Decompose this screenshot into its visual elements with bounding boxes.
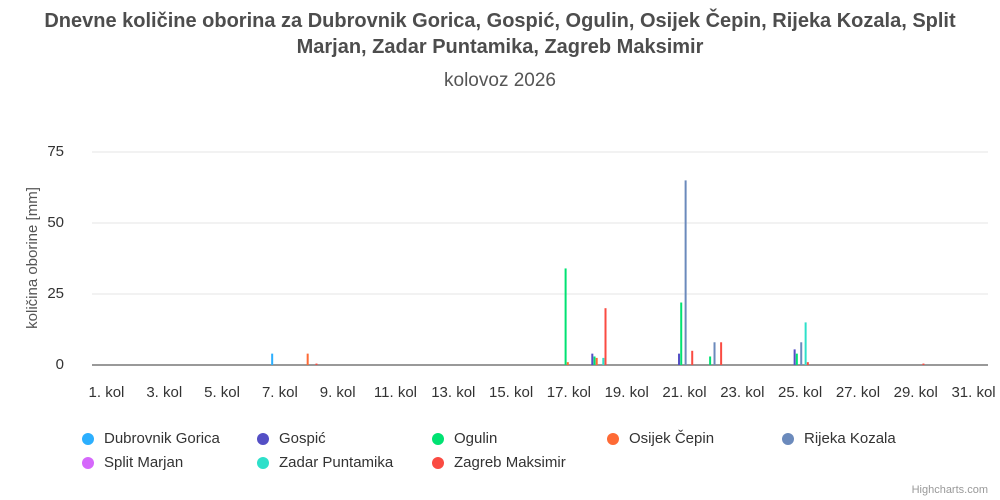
y-tick-label: 50 [47, 214, 64, 231]
bar [713, 342, 716, 365]
legend-marker [432, 457, 444, 469]
chart-title: Dnevne količine oborina za Dubrovnik Gor… [44, 10, 956, 58]
legend-marker [607, 433, 619, 445]
bar [566, 362, 569, 365]
bar [593, 356, 596, 365]
bar [564, 268, 567, 365]
bar [709, 356, 712, 365]
credit[interactable]: Highcharts.com [912, 484, 988, 496]
legend-label: Rijeka Kozala [804, 430, 896, 447]
bar [315, 363, 318, 365]
x-tick-label: 11. kol [374, 384, 417, 401]
x-tick-label: 3. kol [146, 384, 182, 401]
x-tick-label: 27. kol [836, 384, 880, 401]
y-axis-title: količina oborine [mm] [24, 187, 41, 329]
x-tick-label: 19. kol [605, 384, 649, 401]
x-tick-label: 5. kol [204, 384, 240, 401]
legend-marker [257, 457, 269, 469]
x-tick-label: 1. kol [89, 384, 125, 401]
bar [922, 363, 925, 365]
legend-label: Zagreb Maksimir [454, 454, 566, 471]
legend-label: Dubrovnik Gorica [104, 430, 221, 447]
bar [604, 308, 607, 365]
bar [602, 357, 605, 365]
bar [678, 353, 681, 365]
bar [795, 353, 798, 365]
bar [591, 353, 594, 365]
legend-marker [82, 457, 94, 469]
y-tick-label: 75 [47, 143, 64, 160]
bar [793, 349, 796, 365]
legend-marker [782, 433, 794, 445]
legend-label: Zadar Puntamika [279, 454, 394, 471]
bar [800, 342, 803, 365]
bar [691, 350, 694, 365]
bar [271, 353, 274, 365]
x-tick-label: 15. kol [489, 384, 533, 401]
bar [684, 180, 687, 365]
x-tick-label: 25. kol [778, 384, 822, 401]
bar [306, 353, 309, 365]
chart-subtitle: kolovoz 2026 [444, 70, 556, 91]
legend-label: Split Marjan [104, 454, 183, 471]
legend-label: Gospić [279, 430, 326, 447]
x-tick-label: 23. kol [720, 384, 764, 401]
x-tick-label: 7. kol [262, 384, 298, 401]
x-tick-label: 31. kol [951, 384, 995, 401]
bar [680, 302, 683, 365]
y-tick-label: 0 [56, 356, 64, 373]
legend-label: Osijek Čepin [629, 430, 714, 447]
x-tick-label: 21. kol [662, 384, 706, 401]
x-tick-label: 9. kol [320, 384, 356, 401]
bar [720, 342, 723, 365]
bar [595, 357, 598, 365]
legend-label: Ogulin [454, 430, 497, 447]
bar [804, 322, 807, 365]
x-tick-label: 13. kol [431, 384, 475, 401]
bar [806, 362, 809, 365]
legend-marker [257, 433, 269, 445]
x-tick-label: 17. kol [547, 384, 591, 401]
legend-marker [432, 433, 444, 445]
y-tick-label: 25 [47, 285, 64, 302]
x-tick-label: 29. kol [894, 384, 938, 401]
legend-marker [82, 433, 94, 445]
